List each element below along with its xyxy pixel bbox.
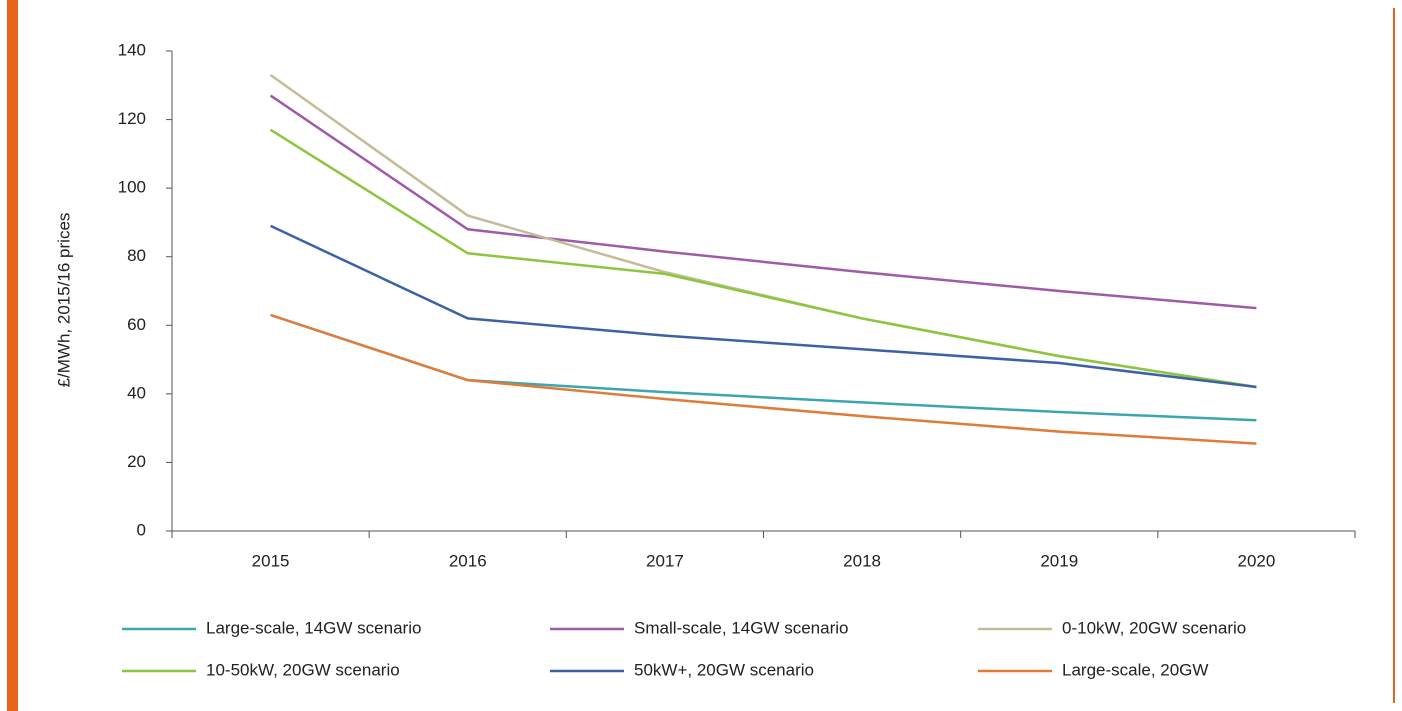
- x-tick-label: 2017: [646, 551, 684, 570]
- legend-label: 10-50kW, 20GW scenario: [206, 660, 400, 679]
- series-line: [269, 94, 1257, 310]
- y-tick-label: 140: [118, 40, 146, 59]
- series-line: [270, 313, 1257, 445]
- y-tick-label: 80: [127, 246, 146, 265]
- legend-label: 0-10kW, 20GW scenario: [1062, 618, 1246, 637]
- series-line: [270, 313, 1257, 422]
- legend-label: Large-scale, 14GW scenario: [206, 618, 421, 637]
- y-axis-label: £/MWh, 2015/16 prices: [54, 213, 73, 388]
- y-tick-label: 40: [127, 383, 146, 402]
- series-line: [269, 73, 1257, 389]
- x-tick-label: 2018: [843, 551, 881, 570]
- legend-label: Small-scale, 14GW scenario: [634, 618, 848, 637]
- y-tick-label: 0: [137, 520, 146, 539]
- y-tick-label: 120: [118, 109, 146, 128]
- left-accent-bar: [7, 0, 18, 711]
- x-tick-label: 2019: [1040, 551, 1078, 570]
- x-tick-label: 2020: [1238, 551, 1276, 570]
- x-tick-label: 2015: [252, 551, 290, 570]
- y-tick-label: 20: [127, 452, 146, 471]
- legend-label: Large-scale, 20GW: [1062, 660, 1208, 679]
- series-line: [270, 224, 1257, 389]
- legend-label: 50kW+, 20GW scenario: [634, 660, 814, 679]
- right-accent-line: [1393, 8, 1395, 703]
- y-tick-label: 100: [118, 178, 146, 197]
- x-tick-label: 2016: [449, 551, 487, 570]
- y-tick-label: 60: [127, 315, 146, 334]
- series-line: [269, 128, 1257, 389]
